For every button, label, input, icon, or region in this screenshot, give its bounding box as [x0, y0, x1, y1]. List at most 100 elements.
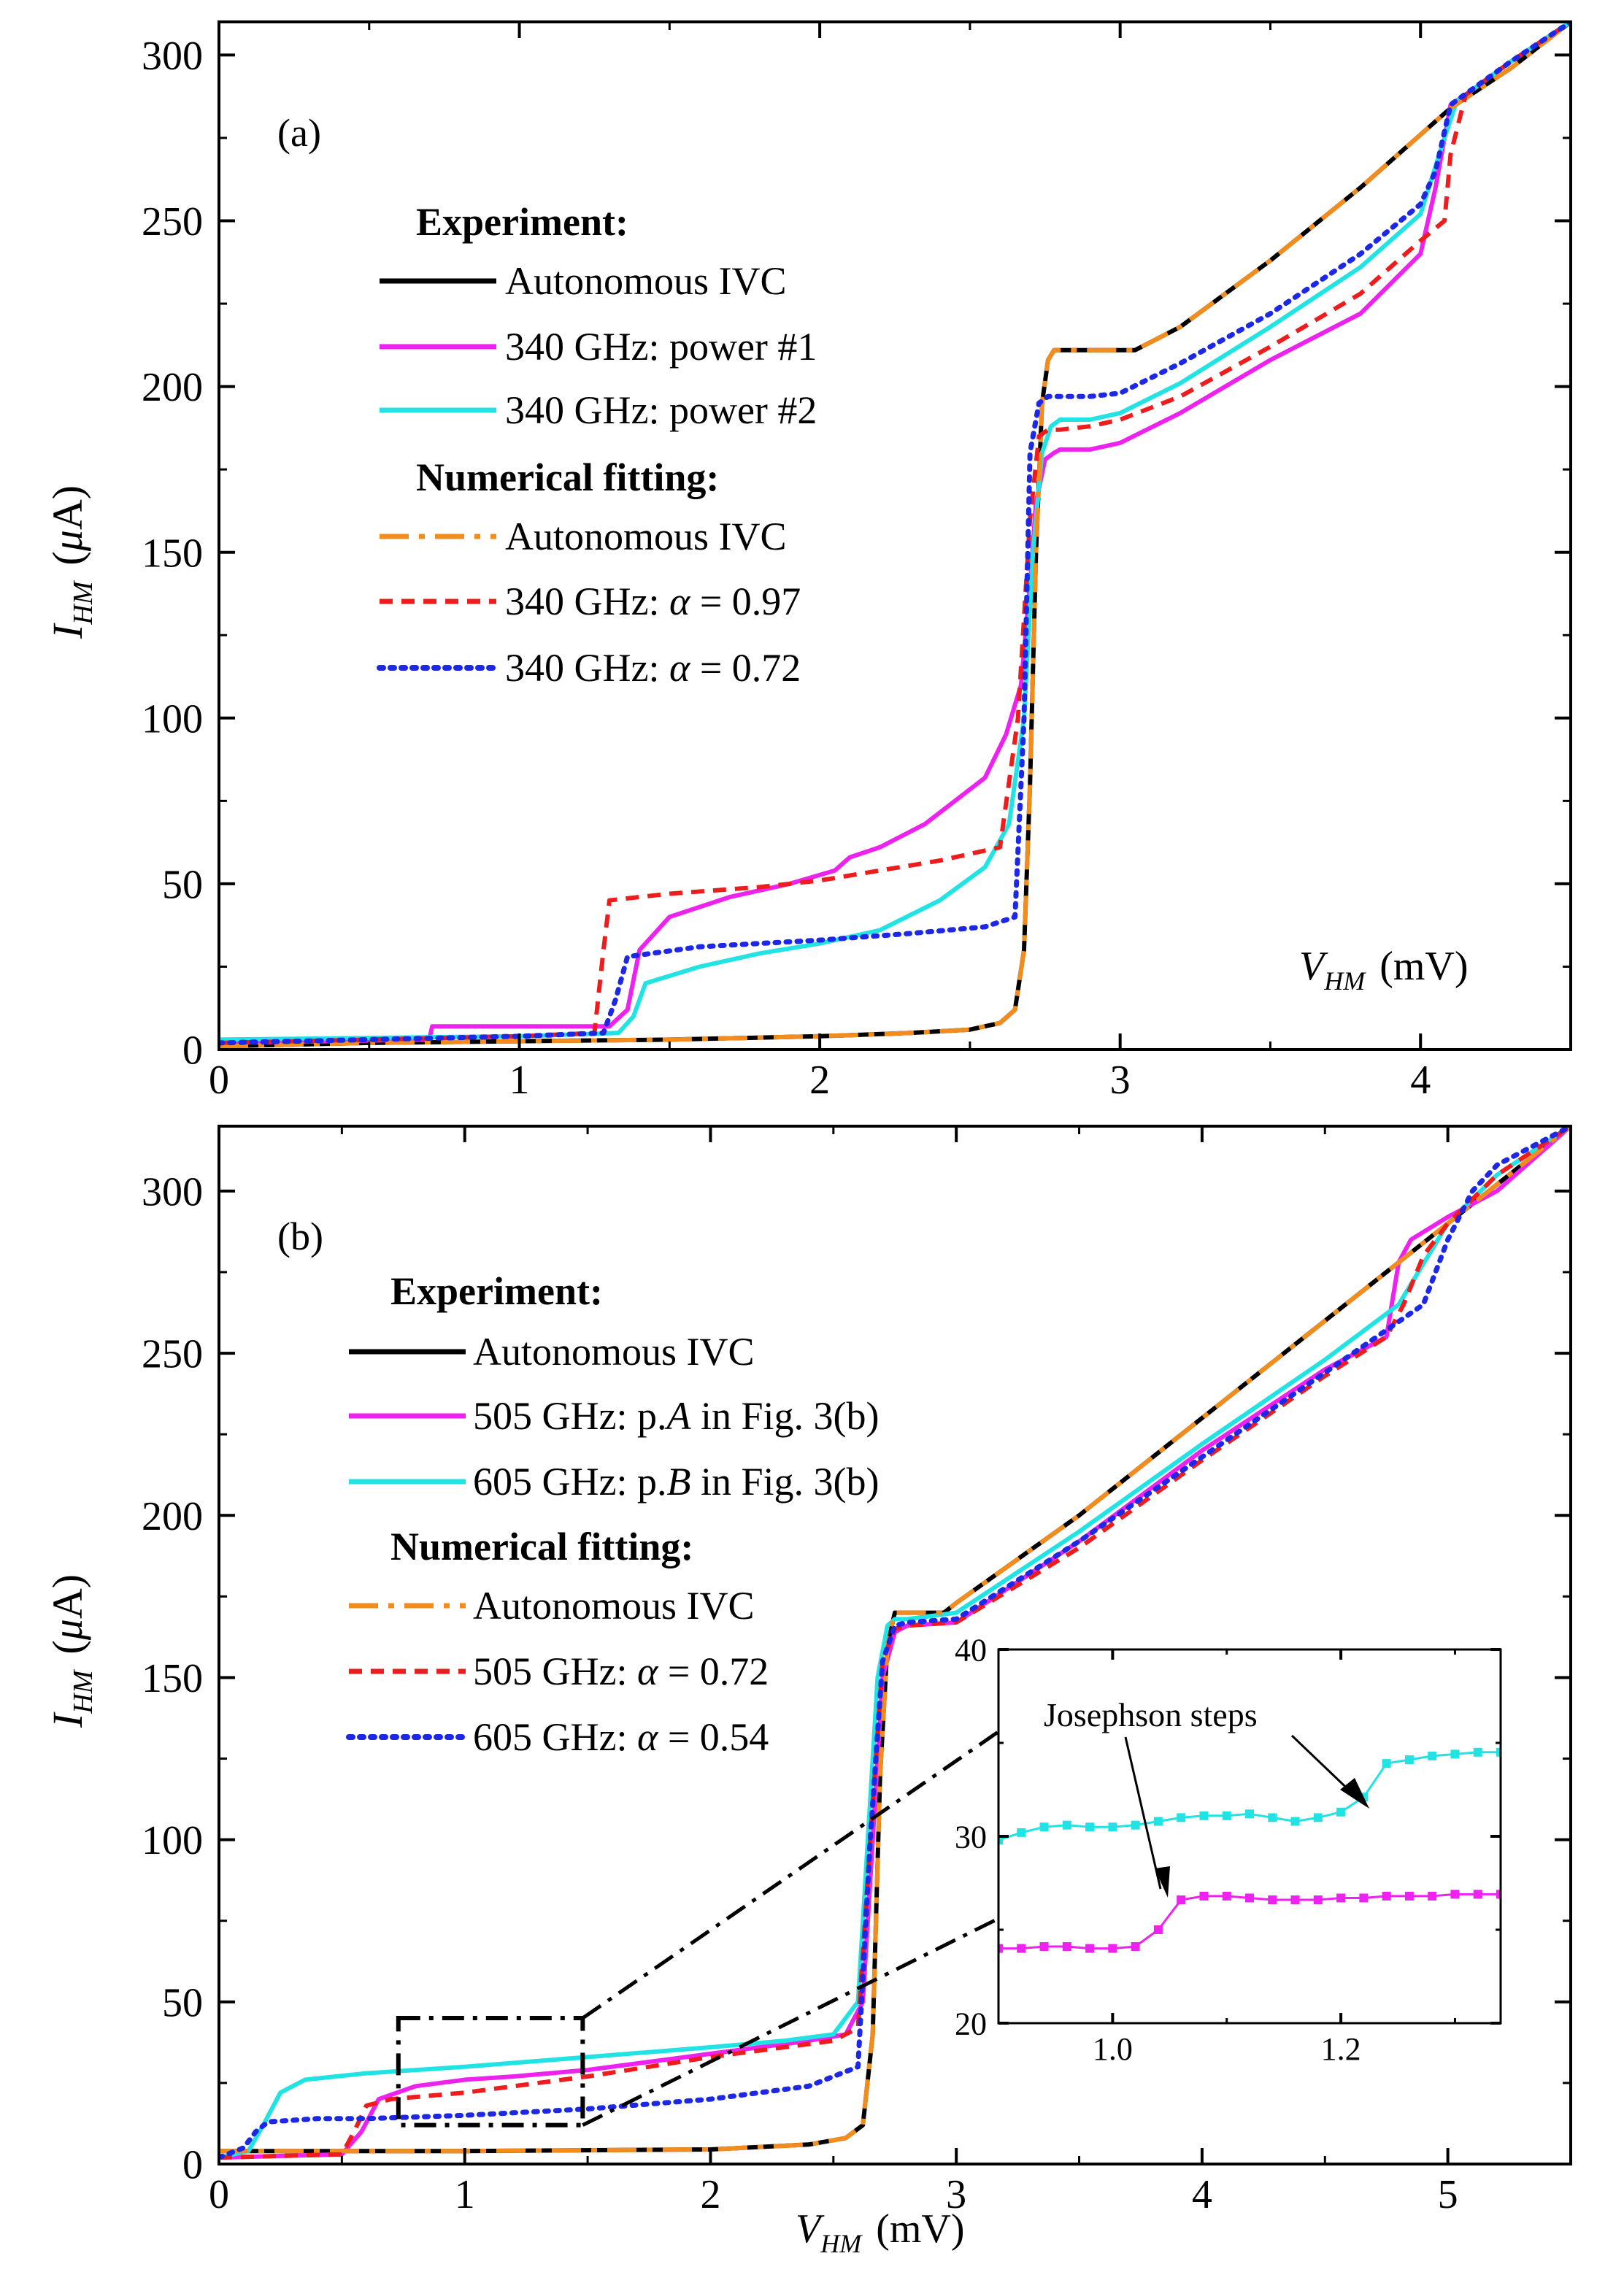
- legend-a-entry-6: 340 GHz: α = 0.72: [505, 646, 801, 690]
- inset-ticks: 1.0 1.2 20 30 40: [955, 1632, 1501, 2067]
- b-y-tick-label: 50: [162, 1980, 203, 2025]
- a-series-line-4: [219, 22, 1571, 1049]
- a-y-tick-label: 100: [142, 696, 203, 742]
- zoom-connector-bottom: [582, 1917, 1000, 2127]
- legend-b-entry-5: 505 GHz: α = 0.72: [473, 1649, 769, 1693]
- legend-a-entry-4: Autonomous IVC: [505, 515, 787, 558]
- inset-y-tick-label: 20: [955, 2006, 987, 2041]
- inset-series-1-marker: [1473, 1747, 1482, 1757]
- panel-b-series-layer: [219, 1126, 1571, 2160]
- panel-b-label: (b): [277, 1214, 323, 1258]
- legend-a-entry-1: Autonomous IVC: [505, 259, 787, 303]
- inset-series-2-marker: [1496, 1890, 1501, 1899]
- inset-series-2-marker: [1245, 1893, 1254, 1903]
- b-y-tick-label: 0: [182, 2143, 203, 2188]
- b-x-tick-label: 4: [1192, 2172, 1212, 2217]
- inset-series-1-marker: [1382, 1759, 1391, 1768]
- inset-series-2-marker: [998, 1944, 1003, 1953]
- a-x-tick-label: 3: [1110, 1058, 1131, 1103]
- panel-a-ticks: 0 1 2 3 4 0 50 100 150 200 250 300: [142, 22, 1572, 1103]
- panel-a-x-axis-label: VHM (mV): [1299, 944, 1469, 996]
- a-x-tick-label: 4: [1410, 1058, 1431, 1103]
- inset-series-2-marker: [1017, 1944, 1026, 1953]
- legend-b-entry-6: 605 GHz: α = 0.54: [473, 1715, 769, 1759]
- inset-series-1-marker: [1085, 1822, 1095, 1832]
- inset-x-tick-label: 1.2: [1321, 2031, 1361, 2067]
- inset-series-1-marker: [1177, 1813, 1186, 1822]
- inset-series-2-marker: [1108, 1944, 1117, 1953]
- a-y-tick-label: 250: [142, 199, 203, 245]
- inset-arrowhead-right: [1340, 1778, 1369, 1809]
- inset-series-2-marker: [1450, 1890, 1460, 1899]
- inset-series-1-marker: [1131, 1820, 1140, 1830]
- inset-series-1-marker: [1108, 1822, 1117, 1832]
- inset-series-2-marker: [1268, 1895, 1277, 1905]
- b-series-line-6: [219, 1126, 1571, 2160]
- a-x-tick-label: 2: [809, 1058, 830, 1103]
- a-x-tick-label: 0: [209, 1058, 229, 1103]
- inset-series-1-marker: [1290, 1817, 1300, 1826]
- inset-series-2-marker: [1428, 1891, 1437, 1901]
- inset-x-tick-label: 1.0: [1093, 2031, 1133, 2067]
- legend-b-fitting-heading: Numerical fitting:: [390, 1525, 693, 1568]
- panel-b-frame: [218, 1125, 1572, 2165]
- inset-series-1-marker: [1062, 1820, 1071, 1830]
- b-y-tick-label: 250: [142, 1332, 203, 1377]
- a-series-line-3: [219, 22, 1571, 1042]
- a-y-tick-label: 300: [142, 34, 203, 79]
- legend-a-entry-5: 340 GHz: α = 0.97: [505, 580, 801, 623]
- inset-series-layer: [998, 1747, 1501, 1953]
- inset-series-2-marker: [1062, 1942, 1071, 1952]
- inset-series-2-marker: [1359, 1893, 1369, 1903]
- a-x-tick-label: 1: [509, 1058, 530, 1103]
- inset-series-1-marker: [1428, 1751, 1437, 1760]
- inset-series-2-marker: [1177, 1895, 1186, 1905]
- zoom-box: [396, 2016, 585, 2128]
- inset-series-1-marker: [1222, 1811, 1231, 1820]
- inset-series-1-marker: [1017, 1828, 1026, 1837]
- legend-a-fitting-heading: Numerical fitting:: [416, 455, 719, 499]
- inset-series-2-marker: [1085, 1944, 1095, 1953]
- inset-series-1-marker: [1039, 1822, 1049, 1832]
- a-y-tick-label: 150: [142, 531, 203, 576]
- legend-b-experiment-heading: Experiment:: [390, 1269, 603, 1313]
- b-x-tick-label: 1: [455, 2172, 475, 2217]
- b-series-line-5: [219, 1126, 1571, 2160]
- inset-series-2-marker: [1336, 1893, 1346, 1903]
- inset-y-tick-label: 40: [955, 1632, 987, 1668]
- b-x-tick-label: 5: [1438, 2172, 1458, 2217]
- inset-series-1-marker: [1450, 1749, 1460, 1759]
- inset-series-1-marker: [1313, 1813, 1323, 1822]
- inset-series-2-marker: [1039, 1942, 1049, 1952]
- panel-b-x-axis-label: VHM (mV): [796, 2206, 965, 2258]
- b-series-line-4: [219, 1126, 1571, 2154]
- inset-arrow-left: [1124, 1736, 1162, 1890]
- legend-a-experiment-heading: Experiment:: [416, 200, 628, 244]
- panel-a-y-axis-label: IHM(μA): [44, 485, 99, 639]
- a-series-line-5: [219, 22, 1571, 1045]
- zoom-connector-top: [581, 1730, 1000, 2020]
- a-y-tick-label: 0: [182, 1028, 203, 1074]
- legend-a-entry-3: 340 GHz: power #2: [505, 388, 817, 432]
- panel-a-chart: 0 1 2 3 4 0 50 100 150 200 250 300 (a) Experiment: …: [44, 20, 1572, 1103]
- b-x-tick-label: 0: [209, 2172, 229, 2217]
- a-series-line-6: [219, 22, 1571, 1046]
- inset-series-2-marker: [1473, 1890, 1482, 1899]
- inset-series-2-marker: [1404, 1891, 1414, 1901]
- panel-a-label: (a): [277, 111, 321, 155]
- inset-series-1-marker: [1268, 1813, 1277, 1822]
- a-y-tick-label: 200: [142, 365, 203, 410]
- inset-series-1-marker: [1199, 1811, 1209, 1820]
- inset-background: [998, 1649, 1501, 2023]
- b-x-tick-label: 3: [946, 2172, 966, 2217]
- legend-b-entry-3: 605 GHz: p.B in Fig. 3(b): [473, 1460, 879, 1504]
- legend-a-entry-2: 340 GHz: power #1: [505, 325, 817, 369]
- inset-series-2-marker: [1313, 1895, 1323, 1905]
- panel-a-legend: Experiment: Autonomous IVC 340 GHz: powe…: [377, 200, 817, 690]
- inset-series-1-marker: [1336, 1807, 1346, 1817]
- inset-series-2-marker: [1222, 1891, 1231, 1901]
- inset-chart: 1.0 1.2 20 30 40 Josephson steps: [955, 1632, 1502, 2067]
- inset-series-2-marker: [1382, 1891, 1391, 1901]
